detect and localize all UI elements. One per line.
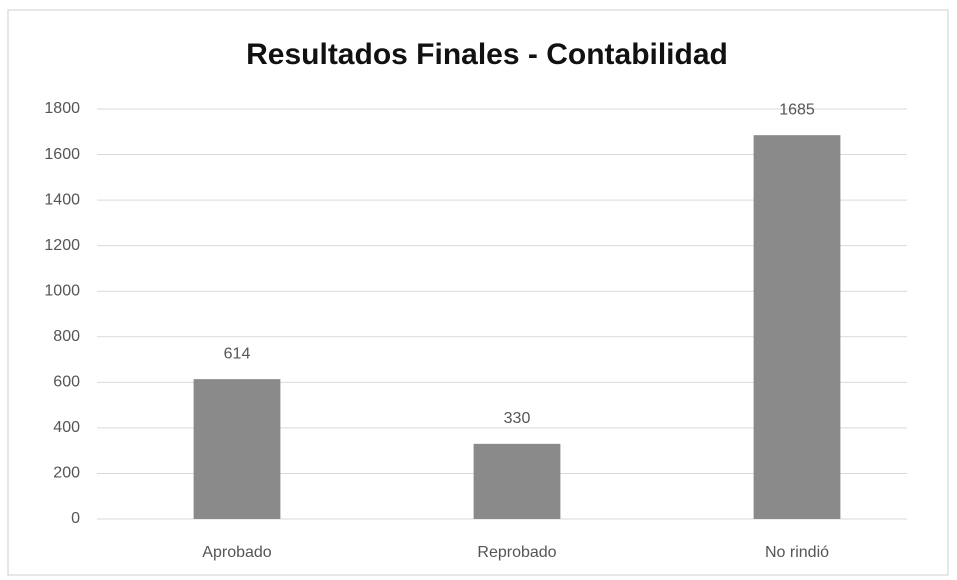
data-label: 330: [504, 410, 531, 427]
chart-title: Resultados Finales - Contabilidad: [246, 38, 728, 71]
y-tick-label: 800: [53, 328, 80, 345]
y-tick-label: 1600: [44, 146, 80, 163]
x-tick-label: Reprobado: [477, 544, 556, 561]
bar: [753, 135, 841, 519]
x-tick-label: Aprobado: [202, 544, 271, 561]
bar: [193, 379, 281, 519]
y-tick-label: 200: [53, 465, 80, 482]
y-tick-label: 400: [53, 419, 80, 436]
y-tick-label: 1000: [44, 282, 80, 299]
y-tick-label: 1200: [44, 237, 80, 254]
y-tick-label: 1800: [44, 100, 80, 117]
x-tick-label: No rindió: [765, 544, 829, 561]
y-tick-label: 0: [71, 510, 80, 527]
y-tick-label: 600: [53, 374, 80, 391]
y-tick-label: 1400: [44, 191, 80, 208]
bar: [473, 443, 561, 519]
data-label: 614: [224, 345, 251, 362]
data-label: 1685: [779, 101, 815, 118]
